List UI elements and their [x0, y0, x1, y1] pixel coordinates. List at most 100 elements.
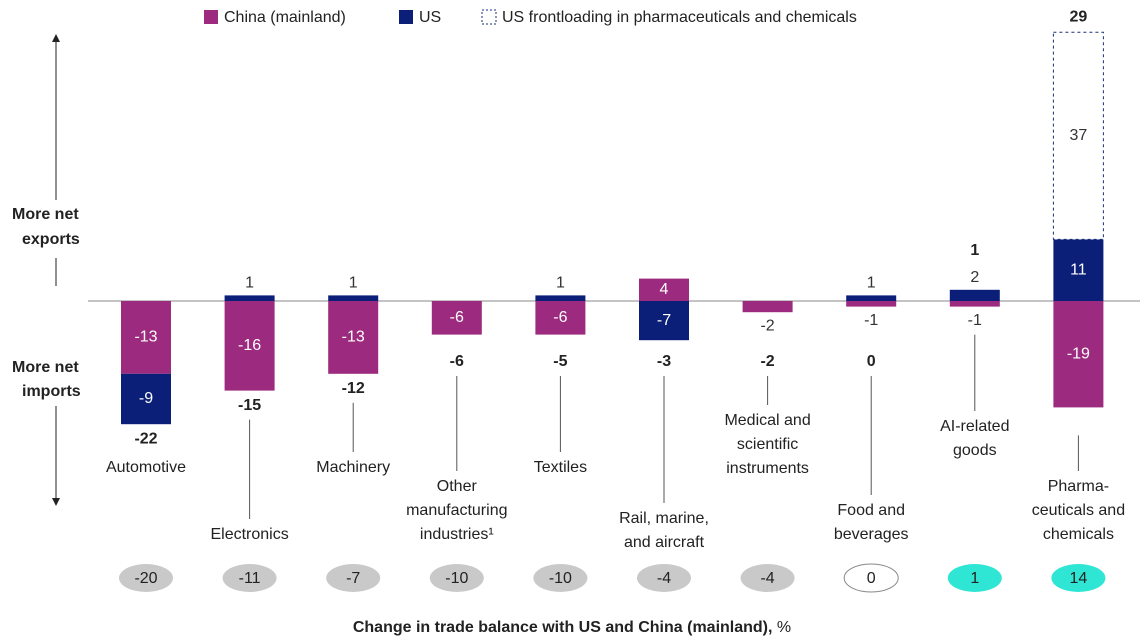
category-label: Automotive: [106, 459, 186, 476]
value-label: 1: [867, 275, 876, 292]
total-label: -12: [342, 380, 365, 397]
change-pill: [119, 564, 173, 592]
change-label: -4: [657, 570, 671, 587]
bar-segment: [328, 295, 379, 301]
change-label: 1: [970, 570, 979, 587]
arrow-head: [52, 34, 60, 42]
value-label: -16: [238, 337, 261, 354]
change-pill: [429, 564, 484, 592]
bar-segment: [535, 301, 586, 335]
category-line: Automotive: [106, 459, 186, 476]
value-label: 11: [1070, 261, 1087, 278]
change-pill: [533, 564, 588, 592]
bar-segment: [1053, 301, 1104, 408]
category-line: Medical and: [724, 412, 810, 429]
change-label: -20: [134, 570, 157, 587]
axis-title-main: Change in trade balance with US and Chin…: [353, 619, 773, 636]
value-label: 2: [970, 269, 979, 286]
category-line: chemicals: [1043, 526, 1114, 543]
total-label: -15: [238, 397, 261, 414]
axis-title: Change in trade balance with US and Chin…: [353, 619, 791, 636]
value-label: 37: [1070, 127, 1088, 144]
bar-segment: [1053, 239, 1104, 301]
value-label: -9: [139, 390, 153, 407]
bar-segment: [846, 295, 897, 301]
value-label: 1: [349, 275, 358, 292]
lower-label: More net: [12, 359, 79, 376]
value-label: -1: [864, 312, 878, 329]
total-label: -3: [657, 353, 671, 370]
change-label: -10: [549, 570, 572, 587]
bar-segment: [121, 373, 171, 425]
category-label: Rail, marine, and aircraft: [619, 510, 709, 551]
bar-segment: [846, 301, 897, 307]
category-label: Pharma-ceuticals and chemicals: [1032, 478, 1125, 543]
total-label: -22: [134, 430, 157, 447]
category-line: beverages: [834, 526, 909, 543]
category-line: instruments: [726, 460, 809, 477]
category-line: Food and: [837, 502, 905, 519]
value-label: -2: [760, 317, 774, 334]
category-label: AI-related goods: [940, 418, 1009, 459]
category-label: Machinery: [316, 459, 390, 476]
category-label: Medical and scientific instruments: [724, 412, 810, 477]
change-pill: [637, 564, 691, 592]
bar-segment: [224, 301, 275, 391]
change-pill: [740, 564, 795, 592]
total-label: 0: [867, 353, 876, 370]
category-line: Textiles: [534, 459, 587, 476]
legend-swatch: [481, 9, 497, 25]
change-label: -4: [760, 570, 774, 587]
category-line: Pharma-: [1048, 478, 1109, 495]
legend-label: US: [419, 9, 441, 26]
change-label: -11: [239, 570, 261, 587]
category-line: AI-related: [940, 418, 1009, 435]
total-label: -6: [450, 353, 464, 370]
legend-label: China (mainland): [224, 9, 346, 26]
category-line: and aircraft: [624, 534, 705, 551]
legend-label: US frontloading in pharmaceuticals and c…: [502, 9, 857, 26]
value-label: -19: [1067, 345, 1090, 362]
arrow-head: [52, 498, 60, 506]
value-label: 4: [660, 281, 669, 298]
value-label: -6: [553, 309, 567, 326]
value-label: -6: [450, 309, 464, 326]
lower-label: imports: [22, 383, 81, 400]
category-line: Machinery: [316, 459, 390, 476]
change-pill: [1051, 564, 1106, 592]
legend-swatch: [399, 10, 413, 24]
category-line: manufacturing: [406, 502, 507, 519]
bar-segment: [535, 295, 586, 301]
bar-segment: [224, 295, 275, 301]
value-label: -1: [968, 312, 982, 329]
upper-label: exports: [22, 231, 80, 248]
bar-segment: [639, 278, 689, 301]
category-line: Rail, marine,: [619, 510, 709, 527]
change-pill: [222, 564, 277, 592]
category-line: industries¹: [420, 526, 494, 543]
axis-unit: %: [777, 619, 791, 636]
change-label: 14: [1070, 570, 1088, 587]
change-pill: [843, 563, 899, 593]
category-label: Textiles: [534, 459, 587, 476]
value-label: -13: [342, 329, 365, 346]
change-pill: [947, 564, 1002, 592]
category-label: Electronics: [210, 526, 288, 543]
category-line: Electronics: [210, 526, 288, 543]
category-line: ceuticals and: [1032, 502, 1125, 519]
category-line: scientific: [737, 436, 798, 453]
value-label: 1: [556, 275, 565, 292]
category-line: goods: [953, 442, 997, 459]
category-label: Other manufacturing industries¹: [406, 478, 507, 543]
upper-label: More net: [12, 206, 79, 223]
change-label: -10: [445, 570, 468, 587]
bar-segment: [1052, 31, 1104, 240]
bar-segment: [742, 301, 793, 313]
total-label: 29: [1070, 8, 1088, 25]
bar-segment: [328, 301, 379, 374]
total-label: 1: [970, 242, 979, 259]
category-line: Other: [437, 478, 478, 495]
bar-segment: [949, 301, 1000, 307]
bar-segment: [121, 301, 171, 374]
